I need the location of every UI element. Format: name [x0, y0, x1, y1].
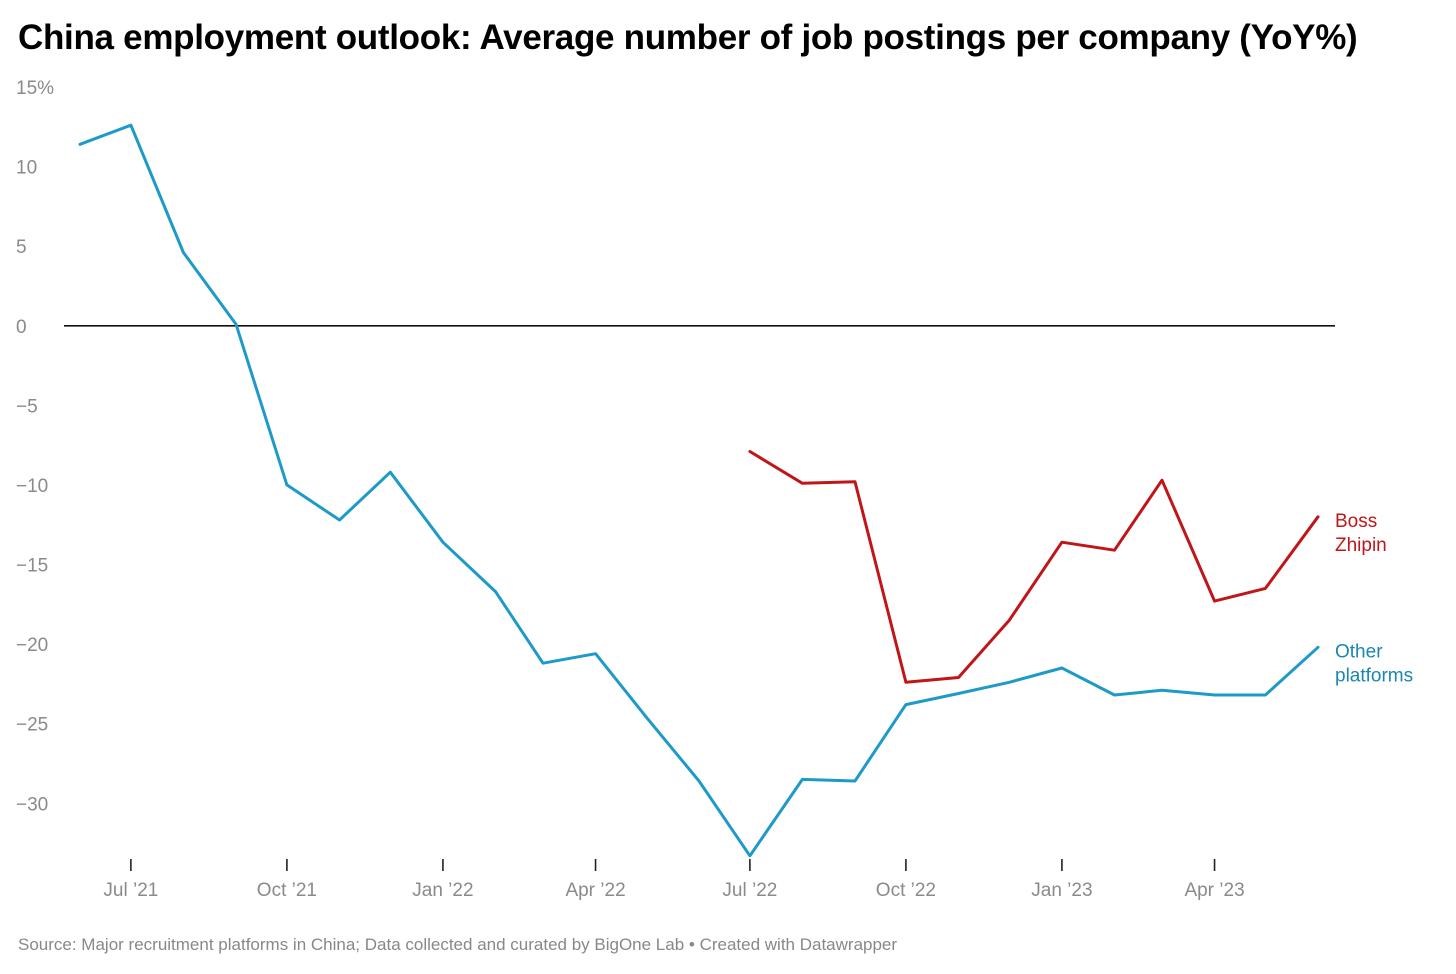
y-tick-label: −5	[16, 396, 38, 417]
series-labels: Other platforms Boss Zhipin	[1335, 511, 1413, 687]
other-platforms-label: Other platforms	[1335, 641, 1413, 686]
chart-title: China employment outlook: Average number…	[18, 18, 1358, 57]
boss-zhipin-label: Boss Zhipin	[1335, 511, 1387, 556]
series-lines	[78, 123, 1320, 858]
series-label-line: Zhipin	[1335, 535, 1387, 556]
y-tick-label: −10	[16, 476, 48, 497]
y-tick-label: 10	[16, 158, 37, 179]
y-tick-label: −30	[16, 794, 48, 815]
other-platforms-line	[78, 123, 1320, 858]
x-tick-label: Jan ’22	[412, 880, 473, 901]
x-axis: Jul ’21 Oct ’21 Jan ’22 Apr ’22 Jul ’22 Oct ’…	[103, 859, 1245, 901]
x-tick-label: Oct ’22	[876, 880, 936, 901]
series-label-line: platforms	[1335, 665, 1413, 686]
x-tick-label: Jul ’22	[722, 880, 777, 901]
x-tick-label: Apr ’22	[565, 880, 625, 901]
y-axis: 15% 10 5 0 −5 −10 −15 −20 −25 −30	[16, 78, 54, 815]
series-label-line: Other	[1335, 641, 1383, 662]
y-tick-label: 0	[16, 317, 27, 338]
x-tick-label: Oct ’21	[257, 880, 317, 901]
x-tick-label: Jan ’23	[1031, 880, 1092, 901]
source-note: Source: Major recruitment platforms in C…	[18, 935, 898, 954]
y-tick-label: −20	[16, 635, 48, 656]
y-tick-label: 5	[16, 237, 27, 258]
boss-zhipin-line	[748, 450, 1320, 684]
x-tick-label: Apr ’23	[1184, 880, 1244, 901]
y-tick-label: −25	[16, 715, 48, 736]
y-tick-label: 15%	[16, 78, 54, 99]
series-label-line: Boss	[1335, 511, 1377, 532]
x-tick-label: Jul ’21	[103, 880, 158, 901]
y-tick-label: −15	[16, 556, 48, 577]
